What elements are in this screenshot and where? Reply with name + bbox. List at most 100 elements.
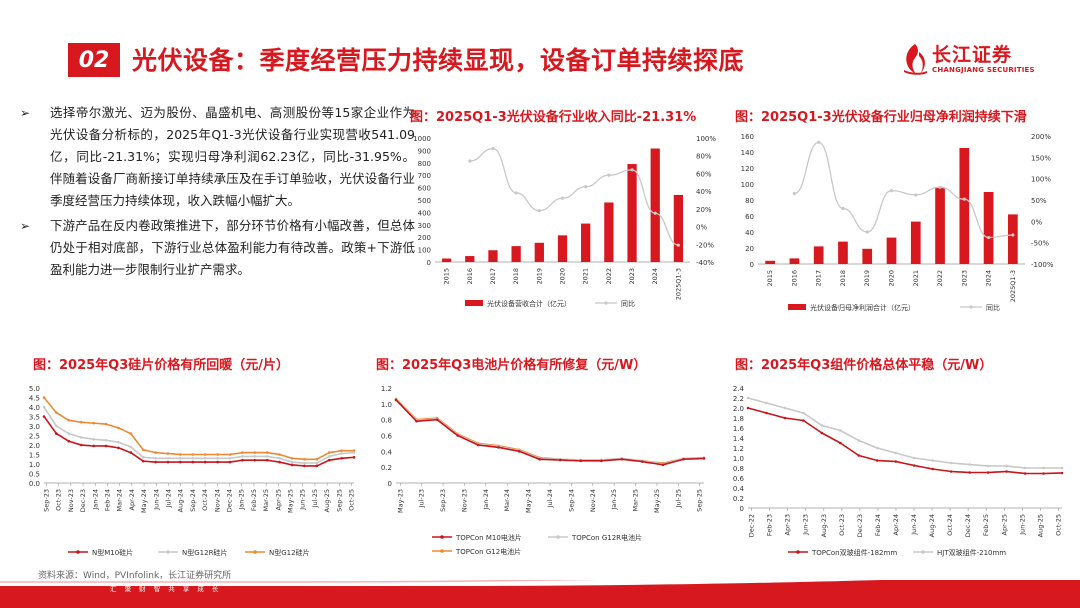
yoy-point	[653, 211, 657, 215]
x-tick-label: Jul-24	[164, 489, 172, 508]
y-tick-label: 3.0	[29, 423, 40, 431]
x-tick-label: May-24	[140, 489, 148, 513]
revenue-chart: 0 100 200 300 400 500 600 700 800 900 1000 -40% -20%…	[413, 135, 716, 308]
series-point	[92, 444, 95, 448]
series-point	[253, 451, 257, 454]
x-tick-label: Sep-23	[42, 489, 50, 512]
series-point	[327, 458, 331, 462]
yoy-point	[491, 147, 495, 151]
yoy-point	[560, 196, 565, 200]
x-tick-label: Oct-25	[1054, 514, 1062, 536]
y-right-tick-label: 0%	[1031, 218, 1042, 226]
x-tick-label: 2025Q1-3	[674, 268, 682, 300]
x-tick-label: 2024	[985, 270, 993, 287]
x-tick-label: 2020	[888, 270, 896, 287]
series-line	[395, 398, 705, 465]
y-tick-label: 1.2	[733, 445, 744, 453]
legend-marker	[253, 550, 257, 554]
wafer-chart-title: 图：2025年Q3硅片价格有所回暖（元/片）	[33, 358, 290, 373]
wafer-chart: 0.00.5 1.01.5 2.02.5 3.03.5 4.04.5 5.0 Sep-23 O…	[29, 385, 356, 557]
series-point	[1005, 470, 1008, 473]
x-tick-label: Jan-24	[482, 489, 490, 511]
x-tick-label: 2017	[489, 268, 497, 285]
y-tick-label: 0.5	[29, 471, 40, 479]
legend-label: TOPCon双玻组件-182mm	[811, 548, 897, 557]
series-point	[620, 457, 624, 461]
y-tick-label: 1.2	[381, 385, 392, 393]
x-tick-label: May-25	[653, 489, 661, 513]
series-line	[395, 399, 705, 465]
series-point	[42, 405, 46, 409]
x-tick-label: Jun-25	[1018, 514, 1026, 536]
y-tick-label: 1.8	[733, 415, 744, 423]
series-point	[702, 457, 706, 460]
y-tick-label: 4.0	[29, 404, 40, 412]
y-left-tick-label: 900	[418, 147, 431, 155]
series-point	[42, 396, 46, 399]
y-tick-label: 2.0	[29, 442, 40, 450]
bar	[511, 246, 521, 262]
series-point	[166, 452, 170, 455]
series-point	[265, 455, 269, 458]
series-point	[968, 471, 971, 474]
legend-line-label: 同比	[621, 299, 635, 308]
bar	[650, 148, 660, 262]
x-tick-label: 2017	[815, 270, 823, 287]
cell-chart: 0 0.2 0.4 0.6 0.8 1.0 1.2 May-23 Jul-23 Sep-23 Nov…	[381, 385, 706, 556]
y-right-tick-label: 40%	[696, 188, 712, 196]
x-tick-label: Jan-25	[610, 489, 618, 511]
series-point	[746, 396, 750, 400]
logo-english-name: CHANGJIANG SECURITIES	[932, 66, 1035, 74]
x-tick-label: Apr-23	[784, 514, 792, 535]
module-chart-title: 图：2025年Q3组件价格总体平稳（元/W）	[735, 358, 993, 373]
x-tick-label: Jul-25	[311, 489, 319, 508]
bullet-item: ➢ 下游产品在反内卷政策推进下，部分环节价格有小幅改善，但总体仍处于相对底部，下…	[20, 215, 415, 281]
series-line	[43, 406, 355, 464]
x-tick-label: Aug-25	[323, 489, 331, 512]
yoy-point	[889, 189, 894, 193]
y-tick-label: 0.2	[733, 495, 744, 503]
legend-line-label: 同比	[986, 303, 1000, 312]
yoy-point	[468, 159, 472, 163]
bar	[604, 202, 614, 262]
y-right-tick-label: 150%	[1031, 154, 1051, 162]
series-point	[278, 460, 281, 464]
y-right-tick-label: 50%	[1031, 197, 1047, 205]
y-tick-label: 1.0	[733, 455, 744, 463]
x-tick-label: 2023	[960, 270, 968, 287]
arrow-bullet-icon: ➢	[20, 106, 31, 120]
x-tick-label: Sep-24	[567, 489, 575, 512]
series-point	[875, 459, 879, 462]
y-tick-label: 0.2	[381, 464, 392, 472]
x-tick-label: 2019	[863, 270, 871, 287]
series-point	[117, 446, 120, 450]
series-point	[92, 438, 95, 441]
bar	[813, 246, 824, 264]
y-right-tick-label: -40%	[696, 259, 714, 267]
bar	[465, 256, 475, 262]
series-point	[875, 446, 879, 450]
bar	[935, 188, 945, 264]
legend-label: N型M10硅片	[92, 548, 133, 557]
x-tick-label: 2016	[790, 270, 798, 287]
y-right-tick-label: -50%	[1031, 240, 1049, 248]
series-point	[79, 420, 83, 424]
series-point	[290, 457, 294, 460]
legend-marker	[556, 535, 560, 539]
x-tick-label: Jul-23	[418, 489, 426, 508]
y-tick-label: 0.6	[733, 475, 745, 483]
y-right-tick-label: -20%	[696, 241, 714, 249]
series-point	[67, 439, 71, 443]
series-point	[931, 467, 935, 471]
y-left-tick-label: 300	[418, 222, 431, 230]
series-point	[802, 419, 805, 422]
x-tick-label: Dec-23	[856, 514, 864, 537]
y-tick-label: 0.0	[29, 480, 40, 488]
series-point	[517, 450, 521, 453]
series-point	[79, 436, 83, 439]
legend-marker	[76, 550, 80, 554]
bar	[838, 241, 848, 264]
y-tick-label: 5.0	[29, 385, 40, 393]
bar	[441, 258, 452, 262]
series-point	[968, 463, 971, 466]
